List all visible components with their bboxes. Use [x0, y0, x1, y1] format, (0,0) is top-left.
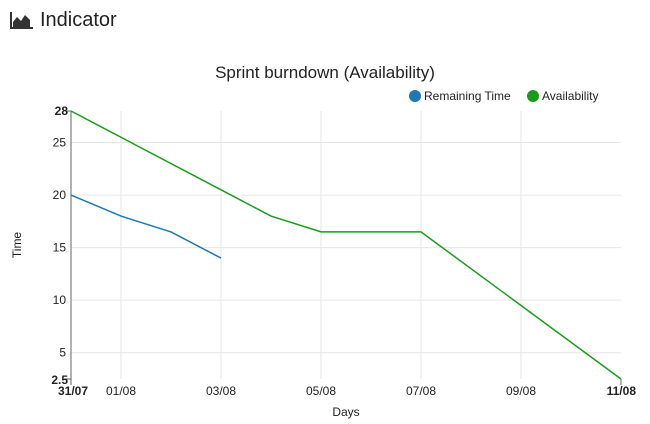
legend-label[interactable]: Availability	[542, 89, 598, 103]
legend-swatch	[409, 90, 421, 102]
x-axis-title: Days	[332, 405, 359, 419]
chart-legend: Remaining Time Availability	[409, 89, 598, 103]
chart-series	[70, 110, 622, 380]
legend-label[interactable]: Remaining Time	[424, 89, 511, 103]
chart-grid	[71, 111, 621, 379]
y-tick-label: 25	[53, 136, 67, 150]
x-tick-label: 31/07	[58, 384, 88, 398]
x-tick-label: 11/08	[607, 384, 637, 398]
area-chart-icon	[10, 12, 33, 29]
series-line-1	[70, 110, 622, 380]
y-tick-label: 5	[59, 346, 66, 360]
page-header: Indicator	[10, 6, 117, 34]
x-tick-label: 01/08	[106, 384, 136, 398]
y-axis-title: Time	[10, 232, 24, 259]
chart-axes	[65, 110, 622, 385]
legend-swatch	[527, 90, 539, 102]
series-line-0	[70, 194, 222, 259]
y-tick-label: 10	[53, 293, 67, 307]
x-tick-label: 07/08	[406, 384, 436, 398]
y-tick-label: 15	[53, 241, 67, 255]
y-bound-label: 2.5	[51, 373, 68, 387]
x-tick-label: 09/08	[506, 384, 536, 398]
y-bound-label: 28	[55, 104, 69, 118]
x-tick-label: 05/08	[306, 384, 336, 398]
y-tick-label: 20	[53, 188, 67, 202]
page-title: Indicator	[40, 8, 117, 31]
x-tick-label: 03/08	[206, 384, 236, 398]
chart-labels: 5 10 15 20 25 28 2.531/07 01/08 03/08 05/08 07/08 0…	[51, 104, 636, 398]
chart-title: Sprint burndown (Availability)	[215, 63, 435, 82]
